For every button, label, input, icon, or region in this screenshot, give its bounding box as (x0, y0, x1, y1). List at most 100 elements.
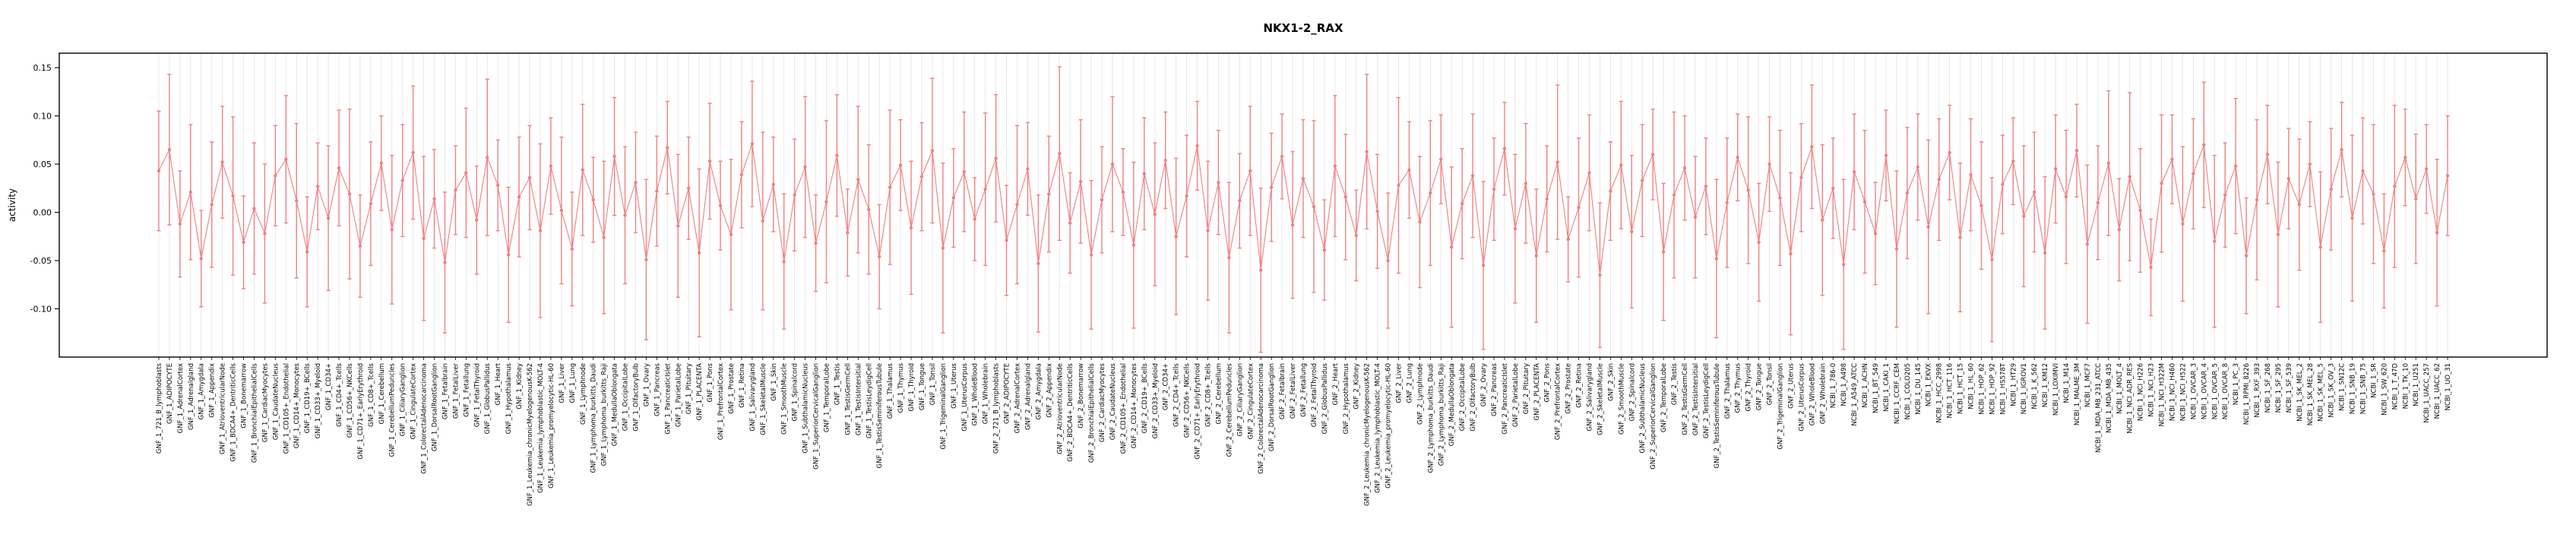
data-point (2064, 195, 2068, 199)
data-point (814, 241, 818, 245)
data-point (1375, 210, 1379, 213)
x-category-label: NCBI_1_TK_10 (2402, 363, 2410, 409)
x-category-label: GNF_2_CerebellumPeduncles (1226, 362, 1233, 457)
x-category-label: GNF_2_Thyroid (1745, 363, 1753, 412)
x-category-label: GNF_2_Cerebellum (1215, 363, 1223, 424)
x-category-label: GNF_1_CD105+_Endothelial (283, 363, 290, 454)
x-category-label: GNF_1_CardiacMyocytes (261, 362, 269, 442)
x-category-label: NCBI_1_OVCAR_4 (2201, 363, 2208, 419)
data-point (400, 179, 404, 182)
x-category-label: GNF_1_GlobusPallidus (484, 362, 492, 434)
data-point (1036, 261, 1040, 266)
x-category-label: NCBI_1_SF_295 (2275, 363, 2283, 413)
x-category-label: GNF_1_Testis (834, 362, 841, 405)
x-category-label: NCBI_1_NCI_H23 (2148, 363, 2156, 417)
data-point (1661, 250, 1666, 254)
x-category-label: GNF_1_Prostate (728, 363, 736, 414)
data-point (2244, 254, 2248, 258)
x-category-label: GNF_2_Leukemia_lymphoblastic_MOLT-4 (1375, 363, 1382, 493)
data-point (1682, 166, 1687, 170)
x-category-label: NCBI_1_K_562 (2031, 363, 2039, 409)
data-point (1450, 245, 1454, 249)
data-point (1121, 190, 1125, 194)
x-category-label: NCBI_1_CCRF_CEM (1894, 363, 1901, 424)
data-point (199, 257, 203, 261)
x-category-label: NCBI_1_NCI_H522 (2179, 363, 2187, 421)
data-point (2191, 172, 2195, 175)
x-category-label: GNF_1_CiliaryGanglion (400, 363, 407, 436)
data-point (1481, 264, 1486, 267)
x-category-label: NCBI_1_SK_MEL_2 (2296, 363, 2304, 422)
data-point (898, 163, 903, 167)
x-category-label: GNF_2_CiliaryGanglion (1236, 363, 1244, 436)
x-category-label: NCBI_1_HCT_116 (1947, 363, 1954, 419)
data-point (1280, 154, 1284, 159)
data-point (1217, 180, 1220, 185)
x-category-label: GNF_2_Lymphnode (1416, 363, 1424, 425)
x-category-label: GNF_1_Thalamus (887, 362, 894, 419)
data-point (1259, 268, 1263, 272)
x-category-label: GNF_1_Pancreas (653, 362, 661, 416)
x-category-label: GNF_1_TrigeminalGanglion (940, 363, 948, 450)
x-category-label: GNF_1_FetalThyroid (473, 363, 481, 427)
data-point (517, 195, 521, 199)
data-point (2340, 147, 2343, 152)
data-point (666, 146, 669, 150)
data-point (2085, 242, 2090, 246)
data-point (1767, 162, 1771, 166)
data-point (2202, 143, 2206, 147)
data-point (2233, 164, 2238, 168)
x-category-label: GNF_1_Fetalbrain (441, 363, 449, 419)
data-point (2297, 203, 2302, 207)
x-category-label: GNF_2_UterusCorpus (1798, 362, 1805, 431)
x-category-label: GNF_2_BronchialEpithelialCells (1088, 362, 1096, 463)
data-point (1418, 220, 1422, 224)
data-point (1905, 191, 1910, 195)
data-point (2445, 174, 2450, 178)
x-category-label: NCBI_1_786-0 (1830, 363, 1837, 408)
x-category-label: NCBI_1_SR (2370, 363, 2378, 398)
x-category-label: GNF_2_CD56+_NKCells (1184, 362, 1191, 438)
x-category-label: GNF_2_MedullaOblongata (1448, 363, 1456, 446)
x-category-label: NCBI_1_HCT_15 (1957, 363, 1965, 414)
x-category-label: GNF_1_TestisLeydigCell (866, 363, 873, 438)
x-category-label: GNF_2_Adrenalgland (1024, 363, 1032, 430)
data-point (1089, 253, 1093, 257)
y-tick-label: 0.10 (33, 112, 52, 122)
x-category-label: NCBI_1_IGROV1 (2021, 363, 2028, 414)
data-point (2213, 239, 2217, 243)
x-category-label: GNF_1_CD34+ (325, 363, 333, 410)
data-point (2255, 198, 2259, 202)
data-point (687, 186, 691, 190)
data-point (2350, 216, 2354, 220)
data-point (2435, 230, 2439, 235)
x-category-label: GNF_1_ParietalLobe (675, 363, 682, 427)
data-point (1587, 171, 1591, 175)
x-category-label: GNF_1_CaudateNucleus (272, 362, 280, 440)
data-point (2181, 222, 2185, 226)
x-category-label: GNF_2_Appendix (1046, 363, 1053, 418)
data-point (1757, 240, 1761, 245)
data-point (1131, 243, 1136, 247)
data-point (1641, 179, 1644, 182)
data-point (1672, 193, 1676, 197)
data-point (707, 160, 712, 163)
x-category-label: GNF_1_ColorectalAdenocarcinoma (421, 363, 429, 474)
data-point (803, 165, 807, 169)
x-category-label: GNF_1_PLACENTA (696, 363, 704, 421)
data-point (846, 230, 850, 235)
x-category-label: GNF_2_GlobusPallidus (1321, 362, 1329, 434)
data-point (1948, 150, 1951, 154)
data-point (1429, 191, 1432, 195)
data-point (856, 178, 860, 182)
x-category-label: GNF_2_Spinalcord (1628, 363, 1636, 421)
data-point (824, 200, 828, 204)
x-category-label: GNF_2_Prostate (1565, 363, 1573, 414)
y-tick-label: 0.15 (33, 63, 52, 73)
data-point (1650, 153, 1655, 157)
x-category-label: GNF_2_PrefrontalCortex (1555, 363, 1562, 440)
data-point (973, 217, 976, 221)
data-point (941, 246, 945, 250)
y-tick-label: 0.00 (33, 208, 52, 218)
data-point (390, 228, 394, 232)
